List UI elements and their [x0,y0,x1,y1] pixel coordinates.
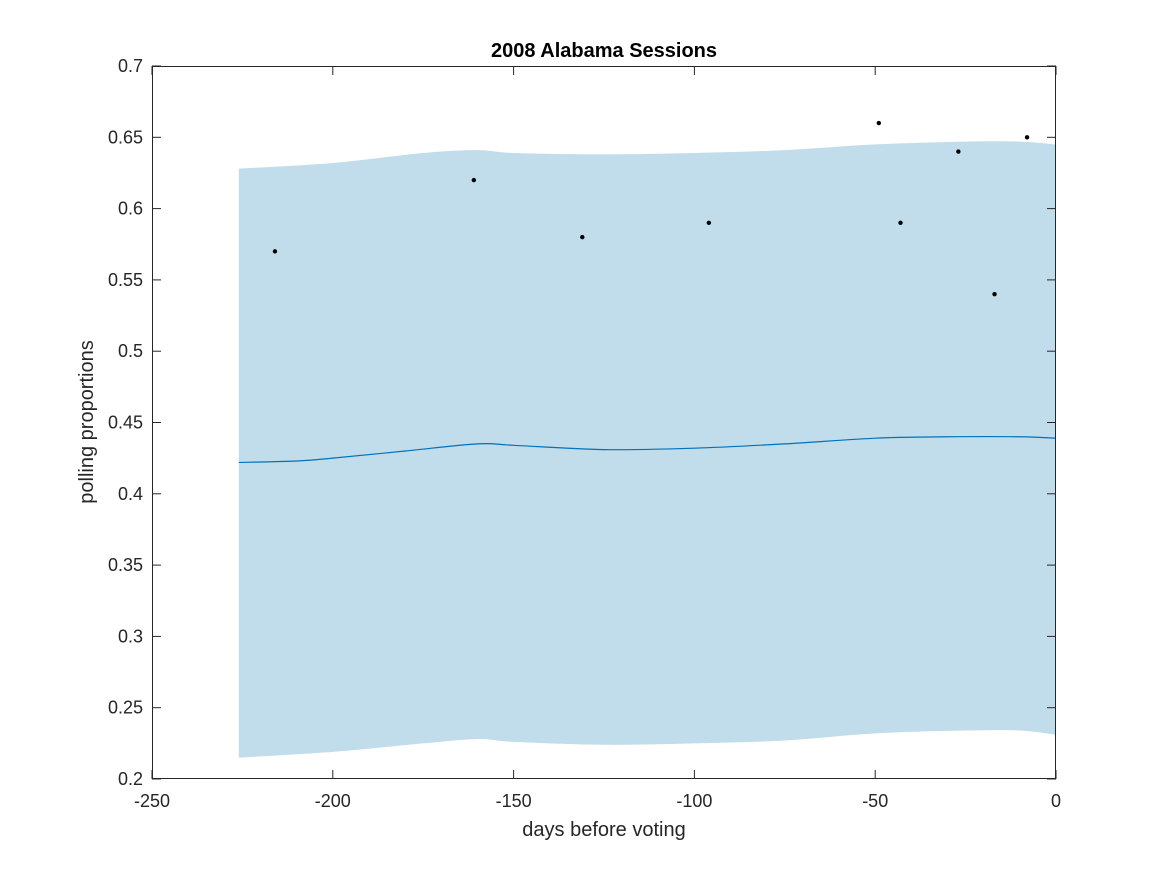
poll-point [272,249,278,254]
y-tick-label: 0.3 [118,626,143,646]
y-tick-label: 0.65 [108,127,143,147]
poll-point [471,177,477,183]
poll-point [706,220,712,226]
poll-point [876,120,882,126]
y-tick-label: 0.7 [118,56,143,76]
y-tick-label: 0.6 [118,199,143,219]
y-tick-label: 0.35 [108,555,143,575]
poll-point [1024,135,1030,140]
x-tick-label: -250 [134,791,170,811]
mean-line [238,435,1057,464]
x-tick-label: -150 [496,791,532,811]
y-tick-label: 0.25 [108,698,143,718]
mean-line-layer [238,435,1057,464]
chart-title: 2008 Alabama Sessions [491,40,717,62]
poll-point [992,291,997,297]
x-tick-label: 0 [1051,791,1061,811]
x-tick-label: -200 [315,791,351,811]
poll-points-layer [272,120,1030,297]
x-axis-label: days before voting [522,819,685,841]
tick-layer: -250 -200 -150 -100 -50 0 0.2 0.25 0.3 0.35 0.4 0.4… [108,56,1061,811]
y-tick-label: 0.55 [108,270,143,290]
y-tick-label: 0.5 [118,341,143,361]
poll-point [898,220,903,226]
y-axis-label: polling proportions [76,340,98,503]
x-tick-label: -50 [862,791,888,811]
y-tick-label: 0.4 [118,484,143,504]
y-tick-label: 0.2 [118,769,143,789]
y-tick-label: 0.45 [108,413,143,433]
x-tick-label: -100 [676,791,712,811]
poll-point [956,149,961,154]
poll-point [580,234,585,240]
